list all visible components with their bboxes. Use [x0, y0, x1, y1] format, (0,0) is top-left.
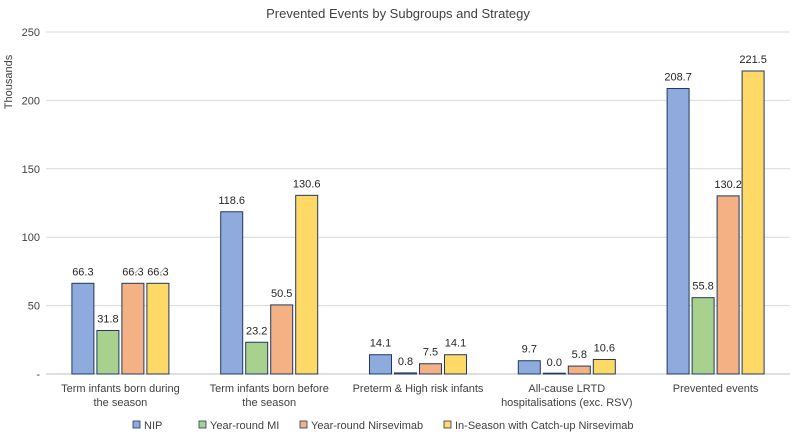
label-leader-line: [134, 266, 142, 274]
data-label: 55.8: [692, 281, 713, 293]
y-axis-ticks: - 50 100 150 200 250: [22, 27, 41, 381]
y-axis-title: Thousands: [3, 54, 15, 109]
x-category-label: hospitalisations (exc. RSV): [501, 397, 632, 409]
legend-swatch: [198, 420, 207, 429]
bar: [716, 195, 740, 375]
y-tick-label: 150: [22, 164, 40, 176]
bar: [394, 372, 417, 375]
bar: [71, 282, 95, 375]
x-category-label: Preterm & High risk infants: [353, 383, 484, 395]
bar: [542, 372, 566, 375]
bar: [270, 304, 294, 375]
x-category-label: the season: [242, 397, 296, 409]
x-category-label: Term infants born during: [61, 383, 180, 395]
data-label: 208.7: [664, 71, 692, 83]
bar: [517, 360, 541, 375]
data-label: 23.2: [246, 325, 267, 337]
data-label: 0.8: [398, 356, 413, 368]
legend-swatch: [132, 420, 141, 429]
bar: [567, 365, 591, 375]
bar: [419, 363, 442, 375]
data-label: 5.8: [572, 349, 587, 361]
x-category-label: Prevented events: [673, 383, 759, 395]
data-label: 31.8: [97, 313, 118, 325]
label-leader-line: [159, 266, 167, 274]
data-label: 50.5: [271, 288, 292, 300]
data-label: 130.6: [293, 178, 321, 190]
bar: [295, 194, 319, 375]
data-label: 221.5: [739, 54, 767, 66]
y-tick-label: 250: [22, 27, 40, 39]
bar: [666, 87, 690, 375]
data-label: 0.0: [547, 357, 562, 369]
data-label: 130.2: [714, 179, 742, 191]
bar: [741, 70, 765, 375]
legend-label: In-Season with Catch-up Nirsevimab: [455, 420, 634, 432]
x-category-label: All-cause LRTD: [528, 383, 605, 395]
data-label: 66.3: [72, 266, 93, 278]
data-label: 10.6: [594, 342, 615, 354]
chart-title: Prevented Events by Subgroups and Strate…: [266, 6, 530, 21]
bar: [245, 341, 269, 375]
legend-swatch: [443, 420, 452, 429]
data-labels: 66.331.866.3 66.3118.623.250.5130.614.10.…: [72, 54, 767, 369]
y-tick-label: 50: [28, 301, 40, 313]
data-label: 14.1: [370, 338, 391, 350]
x-axis-categories: Term infants born during the season Term i…: [61, 383, 759, 409]
data-label: 14.1: [445, 338, 466, 350]
bar: [691, 297, 715, 375]
bar: [592, 358, 616, 375]
legend: NIP Year-round MI Year-round Nirsevimab In-…: [132, 420, 634, 432]
bar: [444, 354, 467, 375]
x-category-label: Term infants born before: [210, 383, 329, 395]
bar: [121, 282, 145, 375]
y-tick-label: 200: [22, 95, 40, 107]
x-category-label: the season: [93, 397, 147, 409]
bar: [146, 282, 170, 375]
gridlines: [46, 31, 790, 375]
bar: [96, 329, 120, 375]
y-tick-label: -: [36, 369, 40, 381]
bars: [71, 70, 765, 375]
legend-swatch: [299, 420, 308, 429]
bar: [369, 354, 392, 375]
data-label: 118.6: [218, 195, 245, 207]
data-label: 9.7: [522, 344, 537, 356]
y-tick-label: 100: [22, 232, 40, 244]
data-label: 7.5: [423, 347, 438, 359]
legend-label: Year-round MI: [210, 420, 279, 432]
legend-label: NIP: [144, 420, 162, 432]
legend-label: Year-round Nirsevimab: [311, 420, 423, 432]
bar: [220, 211, 244, 375]
